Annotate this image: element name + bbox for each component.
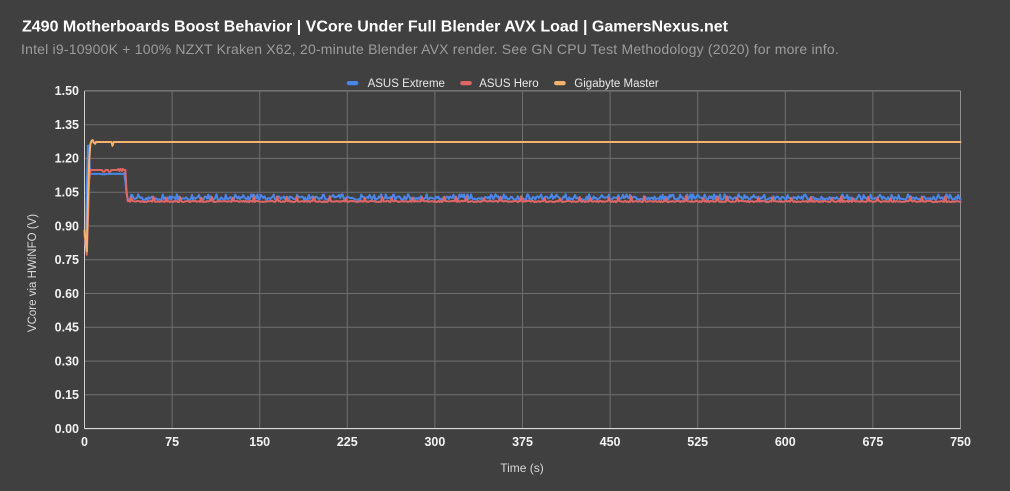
svg-text:525: 525 xyxy=(687,435,708,449)
svg-text:Time (s): Time (s) xyxy=(500,461,544,475)
svg-text:VCore via HWiNFO (V): VCore via HWiNFO (V) xyxy=(27,214,39,332)
svg-text:75: 75 xyxy=(165,435,179,449)
svg-text:Z490 Motherboards Boost Behavi: Z490 Motherboards Boost Behavior | VCore… xyxy=(22,19,729,36)
svg-text:0: 0 xyxy=(81,435,88,449)
svg-text:150: 150 xyxy=(249,435,270,449)
svg-text:ASUS Hero: ASUS Hero xyxy=(479,78,538,90)
svg-text:1.50: 1.50 xyxy=(55,84,79,98)
svg-text:0.00: 0.00 xyxy=(55,422,79,436)
svg-text:0.90: 0.90 xyxy=(55,219,79,233)
svg-text:0.60: 0.60 xyxy=(55,287,79,301)
svg-text:600: 600 xyxy=(775,435,796,449)
svg-text:0.75: 0.75 xyxy=(55,253,79,267)
svg-text:1.35: 1.35 xyxy=(55,118,79,132)
svg-text:375: 375 xyxy=(512,435,533,449)
svg-text:300: 300 xyxy=(424,435,445,449)
svg-text:0.45: 0.45 xyxy=(55,321,79,335)
svg-text:0.15: 0.15 xyxy=(55,388,79,402)
svg-text:Intel i9-10900K + 100% NZXT Kr: Intel i9-10900K + 100% NZXT Kraken X62, … xyxy=(21,41,839,57)
svg-text:450: 450 xyxy=(600,435,621,449)
svg-text:0.30: 0.30 xyxy=(55,354,79,368)
svg-text:1.20: 1.20 xyxy=(55,152,79,166)
svg-text:Gigabyte Master: Gigabyte Master xyxy=(574,78,659,90)
svg-text:675: 675 xyxy=(862,435,883,449)
svg-text:225: 225 xyxy=(337,435,358,449)
svg-text:1.05: 1.05 xyxy=(55,186,79,200)
svg-text:ASUS Extreme: ASUS Extreme xyxy=(368,78,445,90)
svg-text:750: 750 xyxy=(950,435,971,449)
